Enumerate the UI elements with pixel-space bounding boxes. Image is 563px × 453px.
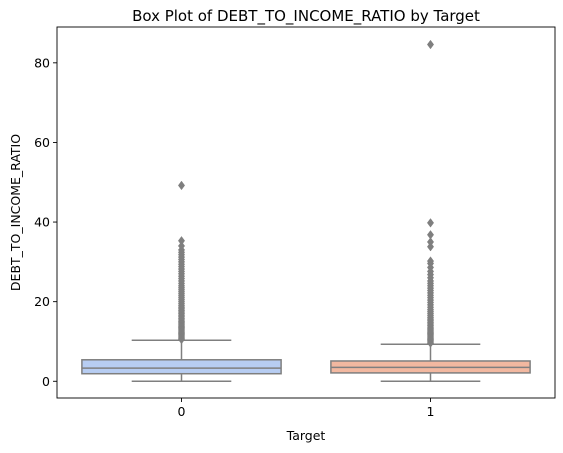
y-tick-label: 20: [34, 294, 50, 309]
outlier-point: [177, 180, 186, 191]
y-tick-label: 40: [34, 215, 50, 230]
outlier-point: [426, 242, 435, 252]
outlier-point: [426, 256, 435, 266]
outlier-point: [426, 230, 435, 240]
y-tick-label: 0: [42, 374, 50, 389]
x-axis-label: Target: [286, 428, 326, 443]
x-tick-label: 0: [178, 404, 186, 419]
box-group-1: [330, 39, 531, 383]
y-tick-label: 60: [34, 135, 50, 150]
chart-title: Box Plot of DEBT_TO_INCOME_RATIO by Targ…: [132, 7, 480, 26]
plot-area: [81, 39, 531, 383]
outlier-point: [177, 236, 186, 246]
y-tick-label: 80: [34, 55, 50, 70]
outlier-point: [177, 241, 186, 251]
outlier-point: [426, 237, 435, 247]
iqr-box: [81, 359, 282, 375]
y-axis-label: DEBT_TO_INCOME_RATIO: [8, 134, 23, 291]
outlier-point: [426, 218, 435, 228]
x-tick-label: 1: [427, 404, 435, 419]
box-group-0: [81, 180, 282, 383]
plot-frame: [56, 26, 556, 399]
outlier-point: [426, 39, 435, 50]
y-axis-ticks: 0 20 40 60 80: [34, 55, 57, 389]
